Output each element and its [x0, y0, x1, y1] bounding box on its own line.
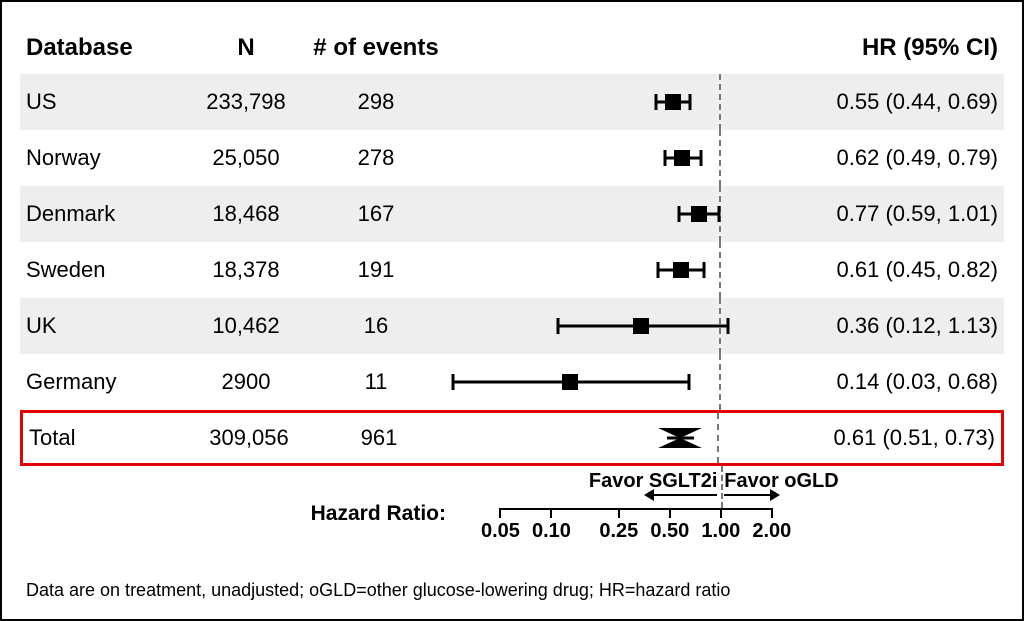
table-row: Sweden18,378191 0.61 (0.45, 0.82) [20, 242, 1004, 298]
cell-hr: 0.61 (0.51, 0.73) [795, 425, 1001, 451]
col-header-events: # of events [306, 34, 446, 62]
cell-database: Sweden [20, 257, 186, 283]
axis-tick-label: 2.00 [752, 520, 791, 543]
footnote: Data are on treatment, unadjusted; oGLD=… [26, 580, 730, 601]
point-estimate-square [633, 318, 649, 334]
reference-line [719, 242, 721, 298]
axis-title: Hazard Ratio: [306, 466, 456, 526]
arrowhead-right-icon [770, 489, 780, 501]
cell-plot [446, 74, 798, 130]
axis-plot-area: Favor SGLT2iFavor oGLD0.050.100.250.501.… [456, 466, 798, 556]
cell-events: 16 [306, 313, 446, 339]
point-estimate-square [562, 374, 578, 390]
axis-tick [499, 508, 501, 518]
arrowhead-left-icon [644, 489, 654, 501]
cell-plot [446, 130, 798, 186]
col-header-plot [446, 22, 798, 74]
reference-line [719, 354, 721, 410]
ci-cap [699, 150, 702, 166]
cell-events: 278 [306, 145, 446, 171]
favor-right-arrow [724, 494, 772, 496]
cell-database: Total [23, 425, 189, 451]
reference-line [717, 413, 719, 463]
cell-hr: 0.55 (0.44, 0.69) [798, 89, 1004, 115]
table-header-row: Database N # of events HR (95% CI) [20, 22, 1004, 74]
reference-line [719, 74, 721, 130]
cell-events: 11 [306, 369, 446, 395]
cell-hr: 0.36 (0.12, 1.13) [798, 313, 1004, 339]
point-estimate-square [665, 94, 681, 110]
axis-tick-label: 0.10 [532, 520, 571, 543]
table-row-total: Total309,056961 0.61 (0.51, 0.73) [20, 410, 1004, 466]
cell-hr: 0.62 (0.49, 0.79) [798, 145, 1004, 171]
table-row: US233,798298 0.55 (0.44, 0.69) [20, 74, 1004, 130]
point-estimate-square [691, 206, 707, 222]
cell-database: Norway [20, 145, 186, 171]
cell-database: UK [20, 313, 186, 339]
col-header-n: N [186, 34, 306, 62]
ci-cap [663, 150, 666, 166]
cell-events: 961 [309, 425, 449, 451]
forest-table: Database N # of events HR (95% CI) US233… [20, 22, 1004, 556]
cell-n: 18,378 [186, 257, 306, 283]
axis-tick-label: 0.50 [650, 520, 689, 543]
col-header-database: Database [20, 34, 186, 62]
favor-right-label: Favor oGLD [724, 470, 838, 493]
cell-n: 233,798 [186, 89, 306, 115]
summary-diamond [658, 428, 702, 448]
cell-database: Germany [20, 369, 186, 395]
cell-n: 10,462 [186, 313, 306, 339]
cell-n: 2900 [186, 369, 306, 395]
axis-tick [669, 508, 671, 518]
cell-events: 191 [306, 257, 446, 283]
cell-hr: 0.14 (0.03, 0.68) [798, 369, 1004, 395]
col-header-hr: HR (95% CI) [798, 34, 1004, 62]
cell-database: US [20, 89, 186, 115]
ci-cap [688, 374, 691, 390]
table-row: Denmark18,468167 0.77 (0.59, 1.01) [20, 186, 1004, 242]
table-row: Germany290011 0.14 (0.03, 0.68) [20, 354, 1004, 410]
cell-plot [446, 354, 798, 410]
axis-tick-label: 0.05 [481, 520, 520, 543]
cell-n: 309,056 [189, 425, 309, 451]
axis-row: Hazard Ratio: Favor SGLT2iFavor oGLD0.05… [20, 466, 1004, 556]
axis-tick [720, 508, 722, 518]
cell-plot [446, 186, 798, 242]
reference-line [719, 130, 721, 186]
table-row: UK10,46216 0.36 (0.12, 1.13) [20, 298, 1004, 354]
point-estimate-square [673, 262, 689, 278]
cell-plot [449, 413, 795, 463]
cell-hr: 0.61 (0.45, 0.82) [798, 257, 1004, 283]
ci-cap [702, 262, 705, 278]
axis-tick [550, 508, 552, 518]
reference-line [721, 466, 723, 508]
axis-tick-label: 1.00 [701, 520, 740, 543]
cell-n: 25,050 [186, 145, 306, 171]
cell-events: 298 [306, 89, 446, 115]
ci-cap [689, 94, 692, 110]
ci-cap [557, 318, 560, 334]
cell-plot [446, 242, 798, 298]
cell-database: Denmark [20, 201, 186, 227]
axis-tick [618, 508, 620, 518]
axis-tick-label: 0.25 [599, 520, 638, 543]
cell-plot [446, 298, 798, 354]
cell-events: 167 [306, 201, 446, 227]
forest-plot-figure: Database N # of events HR (95% CI) US233… [0, 0, 1024, 621]
cell-n: 18,468 [186, 201, 306, 227]
ci-cap [677, 206, 680, 222]
axis-tick [771, 508, 773, 518]
axis-line [500, 508, 771, 510]
ci-cap [718, 206, 721, 222]
table-body: US233,798298 0.55 (0.44, 0.69) Norway25,05… [20, 74, 1004, 466]
cell-hr: 0.77 (0.59, 1.01) [798, 201, 1004, 227]
ci-cap [726, 318, 729, 334]
ci-cap [657, 262, 660, 278]
ci-cap [655, 94, 658, 110]
ci-cap [452, 374, 455, 390]
table-row: Norway25,050278 0.62 (0.49, 0.79) [20, 130, 1004, 186]
point-estimate-square [674, 150, 690, 166]
favor-left-arrow [652, 494, 717, 496]
